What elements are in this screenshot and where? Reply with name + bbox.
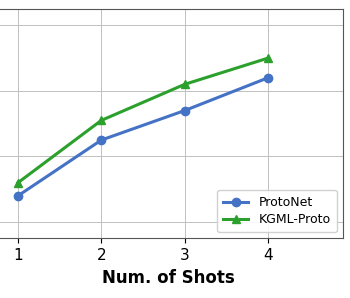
- Line: ProtoNet: ProtoNet: [14, 74, 272, 200]
- Line: KGML-Proto: KGML-Proto: [14, 54, 272, 187]
- X-axis label: Num. of Shots: Num. of Shots: [102, 269, 235, 287]
- KGML-Proto: [16, 181, 20, 184]
- ProtoNet: [266, 76, 270, 80]
- KGML-Proto: [183, 83, 187, 86]
- ProtoNet: [16, 194, 20, 198]
- KGML-Proto: [266, 56, 270, 60]
- Legend: ProtoNet, KGML-Proto: ProtoNet, KGML-Proto: [217, 190, 337, 232]
- KGML-Proto: [99, 119, 104, 122]
- ProtoNet: [99, 138, 104, 142]
- ProtoNet: [183, 109, 187, 112]
